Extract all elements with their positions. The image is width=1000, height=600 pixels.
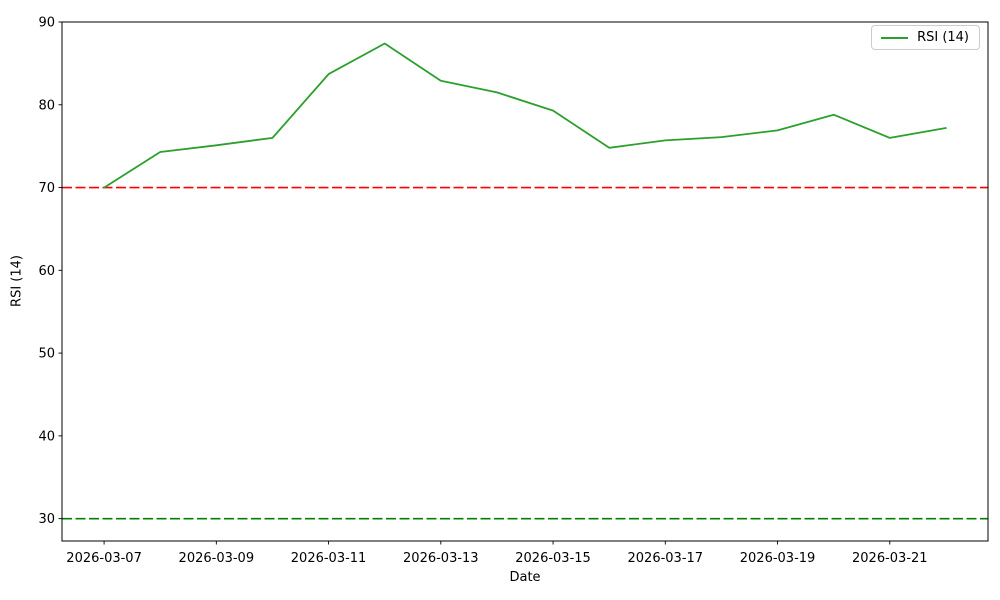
legend-label: RSI (14) — [917, 30, 969, 45]
y-tick-label: 60 — [38, 264, 55, 279]
y-axis-label: RSI (14) — [9, 255, 25, 307]
x-tick-label: 2026-03-13 — [403, 551, 479, 566]
x-tick-label: 2026-03-21 — [852, 551, 928, 566]
rsi-series-line — [103, 42, 947, 189]
x-tick-label: 2026-03-17 — [628, 551, 704, 566]
x-tick-label: 2026-03-09 — [179, 551, 255, 566]
x-axis-label: Date — [509, 570, 541, 585]
y-tick-label: 30 — [38, 512, 55, 527]
x-tick-label: 2026-03-07 — [66, 551, 142, 566]
x-tick-label: 2026-03-15 — [515, 551, 591, 566]
legend: RSI (14) — [871, 25, 980, 50]
legend-line-swatch — [881, 36, 909, 39]
axes-spines — [61, 21, 989, 542]
y-tick-label: 80 — [38, 98, 55, 113]
x-tick-label: 2026-03-19 — [740, 551, 816, 566]
y-tick-label: 40 — [38, 429, 55, 444]
x-tick-label: 2026-03-11 — [291, 551, 367, 566]
y-tick-label: 90 — [38, 16, 55, 31]
y-tick-label: 50 — [38, 347, 55, 362]
y-tick-label: 70 — [38, 181, 55, 196]
